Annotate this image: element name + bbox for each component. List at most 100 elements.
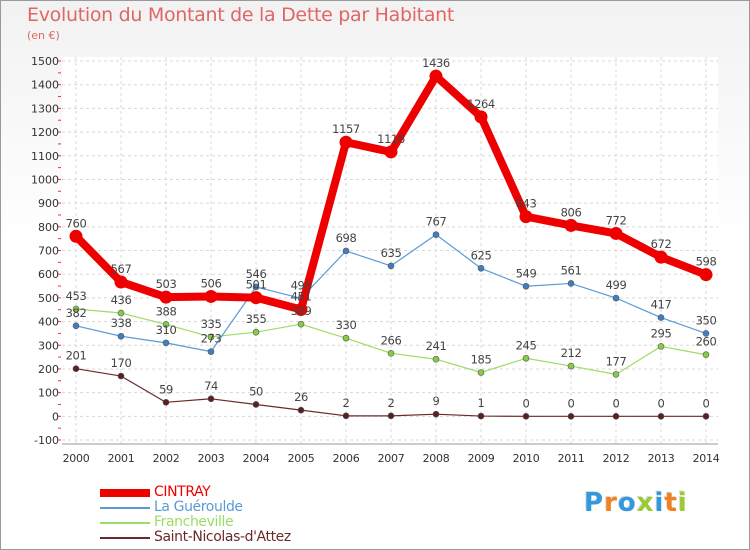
data-point-saint-nicolas-d-attez (117, 372, 125, 380)
data-point-cintray (384, 145, 398, 159)
data-point-la-gueroulde (477, 264, 485, 272)
data-point-saint-nicolas-d-attez (567, 413, 575, 420)
data-point-francheville (162, 321, 170, 328)
data-point-saint-nicolas-d-attez (342, 412, 350, 420)
data-point-francheville (657, 343, 665, 350)
data-point-la-gueroulde (612, 294, 620, 302)
x-tick-label: 2002 (153, 452, 180, 465)
y-tick-label: 0 (52, 410, 59, 423)
data-label-cintray: 1116 (377, 132, 405, 146)
data-label-cintray: 1157 (332, 122, 360, 136)
data-point-la-gueroulde (162, 339, 170, 347)
data-label-francheville: 436 (111, 293, 132, 307)
legend-item: Saint-Nicolas-d'Attez (100, 529, 400, 545)
x-tick-label: 2011 (558, 452, 585, 465)
data-point-francheville (522, 354, 530, 362)
data-label-la-gueroulde: 698 (336, 231, 357, 245)
y-tick-label: 100 (38, 387, 59, 400)
data-point-la-gueroulde (522, 282, 530, 290)
data-point-francheville (567, 362, 575, 370)
data-label-la-gueroulde: 310 (156, 323, 177, 337)
x-tick-label: 2003 (198, 452, 225, 465)
data-point-saint-nicolas-d-attez (207, 395, 215, 403)
data-label-saint-nicolas-d-attez: 74 (204, 379, 218, 393)
data-point-la-gueroulde (207, 348, 215, 355)
data-point-cintray (429, 69, 443, 83)
data-label-saint-nicolas-d-attez: 59 (159, 382, 173, 396)
x-tick-label: 2005 (288, 452, 315, 465)
data-point-la-gueroulde (657, 314, 665, 321)
data-label-la-gueroulde: 549 (516, 266, 537, 280)
x-tick-label: 2014 (693, 452, 720, 465)
x-tick-label: 2012 (603, 452, 630, 465)
x-tick-label: 2004 (243, 452, 270, 465)
data-label-cintray: 567 (111, 262, 132, 276)
data-point-saint-nicolas-d-attez (72, 365, 80, 373)
y-tick-label: 1500 (31, 55, 59, 68)
data-point-saint-nicolas-d-attez (657, 413, 665, 420)
data-point-saint-nicolas-d-attez (252, 401, 260, 408)
data-point-cintray (69, 229, 83, 243)
data-label-la-gueroulde: 767 (426, 215, 447, 229)
data-point-saint-nicolas-d-attez (387, 412, 395, 420)
data-label-saint-nicolas-d-attez: 1 (478, 396, 485, 410)
data-label-la-gueroulde: 561 (561, 263, 582, 277)
data-label-francheville: 388 (156, 304, 177, 318)
data-point-cintray (204, 289, 218, 303)
data-label-cintray: 451 (291, 289, 312, 303)
x-tick-label: 2010 (513, 452, 540, 465)
data-point-cintray (609, 226, 623, 240)
data-point-saint-nicolas-d-attez (612, 413, 620, 420)
data-label-la-gueroulde: 382 (66, 306, 87, 320)
data-point-la-gueroulde (72, 322, 80, 330)
legend-item: La Guéroulde (100, 499, 400, 515)
legend-swatch (100, 507, 150, 509)
y-tick-label: 900 (38, 197, 59, 210)
y-tick-label: 1200 (31, 126, 59, 139)
data-point-cintray (294, 302, 308, 316)
data-label-cintray: 1264 (467, 97, 495, 111)
data-label-saint-nicolas-d-attez: 2 (388, 396, 395, 410)
data-label-saint-nicolas-d-attez: 0 (568, 396, 575, 410)
y-tick-label: 1400 (31, 79, 59, 92)
y-tick-label: 500 (38, 292, 59, 305)
data-point-cintray (654, 250, 668, 264)
data-label-cintray: 843 (516, 197, 537, 211)
y-tick-label: 1000 (31, 173, 59, 186)
data-point-saint-nicolas-d-attez (522, 413, 530, 420)
data-label-cintray: 503 (156, 277, 177, 291)
data-point-francheville (432, 355, 440, 363)
legend: CINTRAY La Guéroulde Francheville Saint-Nic… (100, 484, 400, 545)
chart-unit: (en €) (27, 29, 60, 42)
data-label-saint-nicolas-d-attez: 50 (249, 384, 263, 398)
data-point-francheville (342, 334, 350, 342)
data-label-saint-nicolas-d-attez: 201 (66, 349, 87, 363)
data-label-francheville: 266 (381, 333, 402, 347)
y-tick-label: 800 (38, 221, 59, 234)
y-tick-label: -100 (34, 434, 59, 447)
data-label-saint-nicolas-d-attez: 170 (111, 356, 132, 370)
x-tick-label: 2009 (468, 452, 495, 465)
data-label-francheville: 260 (696, 335, 717, 349)
data-label-la-gueroulde: 635 (381, 246, 402, 260)
x-tick-label: 2001 (108, 452, 135, 465)
data-label-francheville: 295 (651, 326, 672, 340)
data-label-saint-nicolas-d-attez: 0 (523, 396, 530, 410)
data-label-la-gueroulde: 338 (111, 316, 132, 330)
data-label-cintray: 672 (651, 237, 672, 251)
data-point-francheville (387, 350, 395, 357)
data-label-saint-nicolas-d-attez: 0 (658, 396, 665, 410)
data-label-la-gueroulde: 273 (201, 332, 222, 346)
data-label-francheville: 245 (516, 338, 537, 352)
data-point-la-gueroulde (252, 283, 260, 291)
data-point-cintray (159, 290, 173, 304)
data-label-la-gueroulde: 499 (606, 278, 627, 292)
legend-label: Francheville (154, 514, 234, 530)
data-label-francheville: 241 (426, 339, 447, 353)
proxiti-logo: Proxiti (584, 488, 688, 518)
legend-label: CINTRAY (154, 484, 211, 500)
data-label-saint-nicolas-d-attez: 0 (613, 396, 620, 410)
data-label-la-gueroulde: 417 (651, 298, 672, 312)
y-tick-label: 700 (38, 245, 59, 258)
